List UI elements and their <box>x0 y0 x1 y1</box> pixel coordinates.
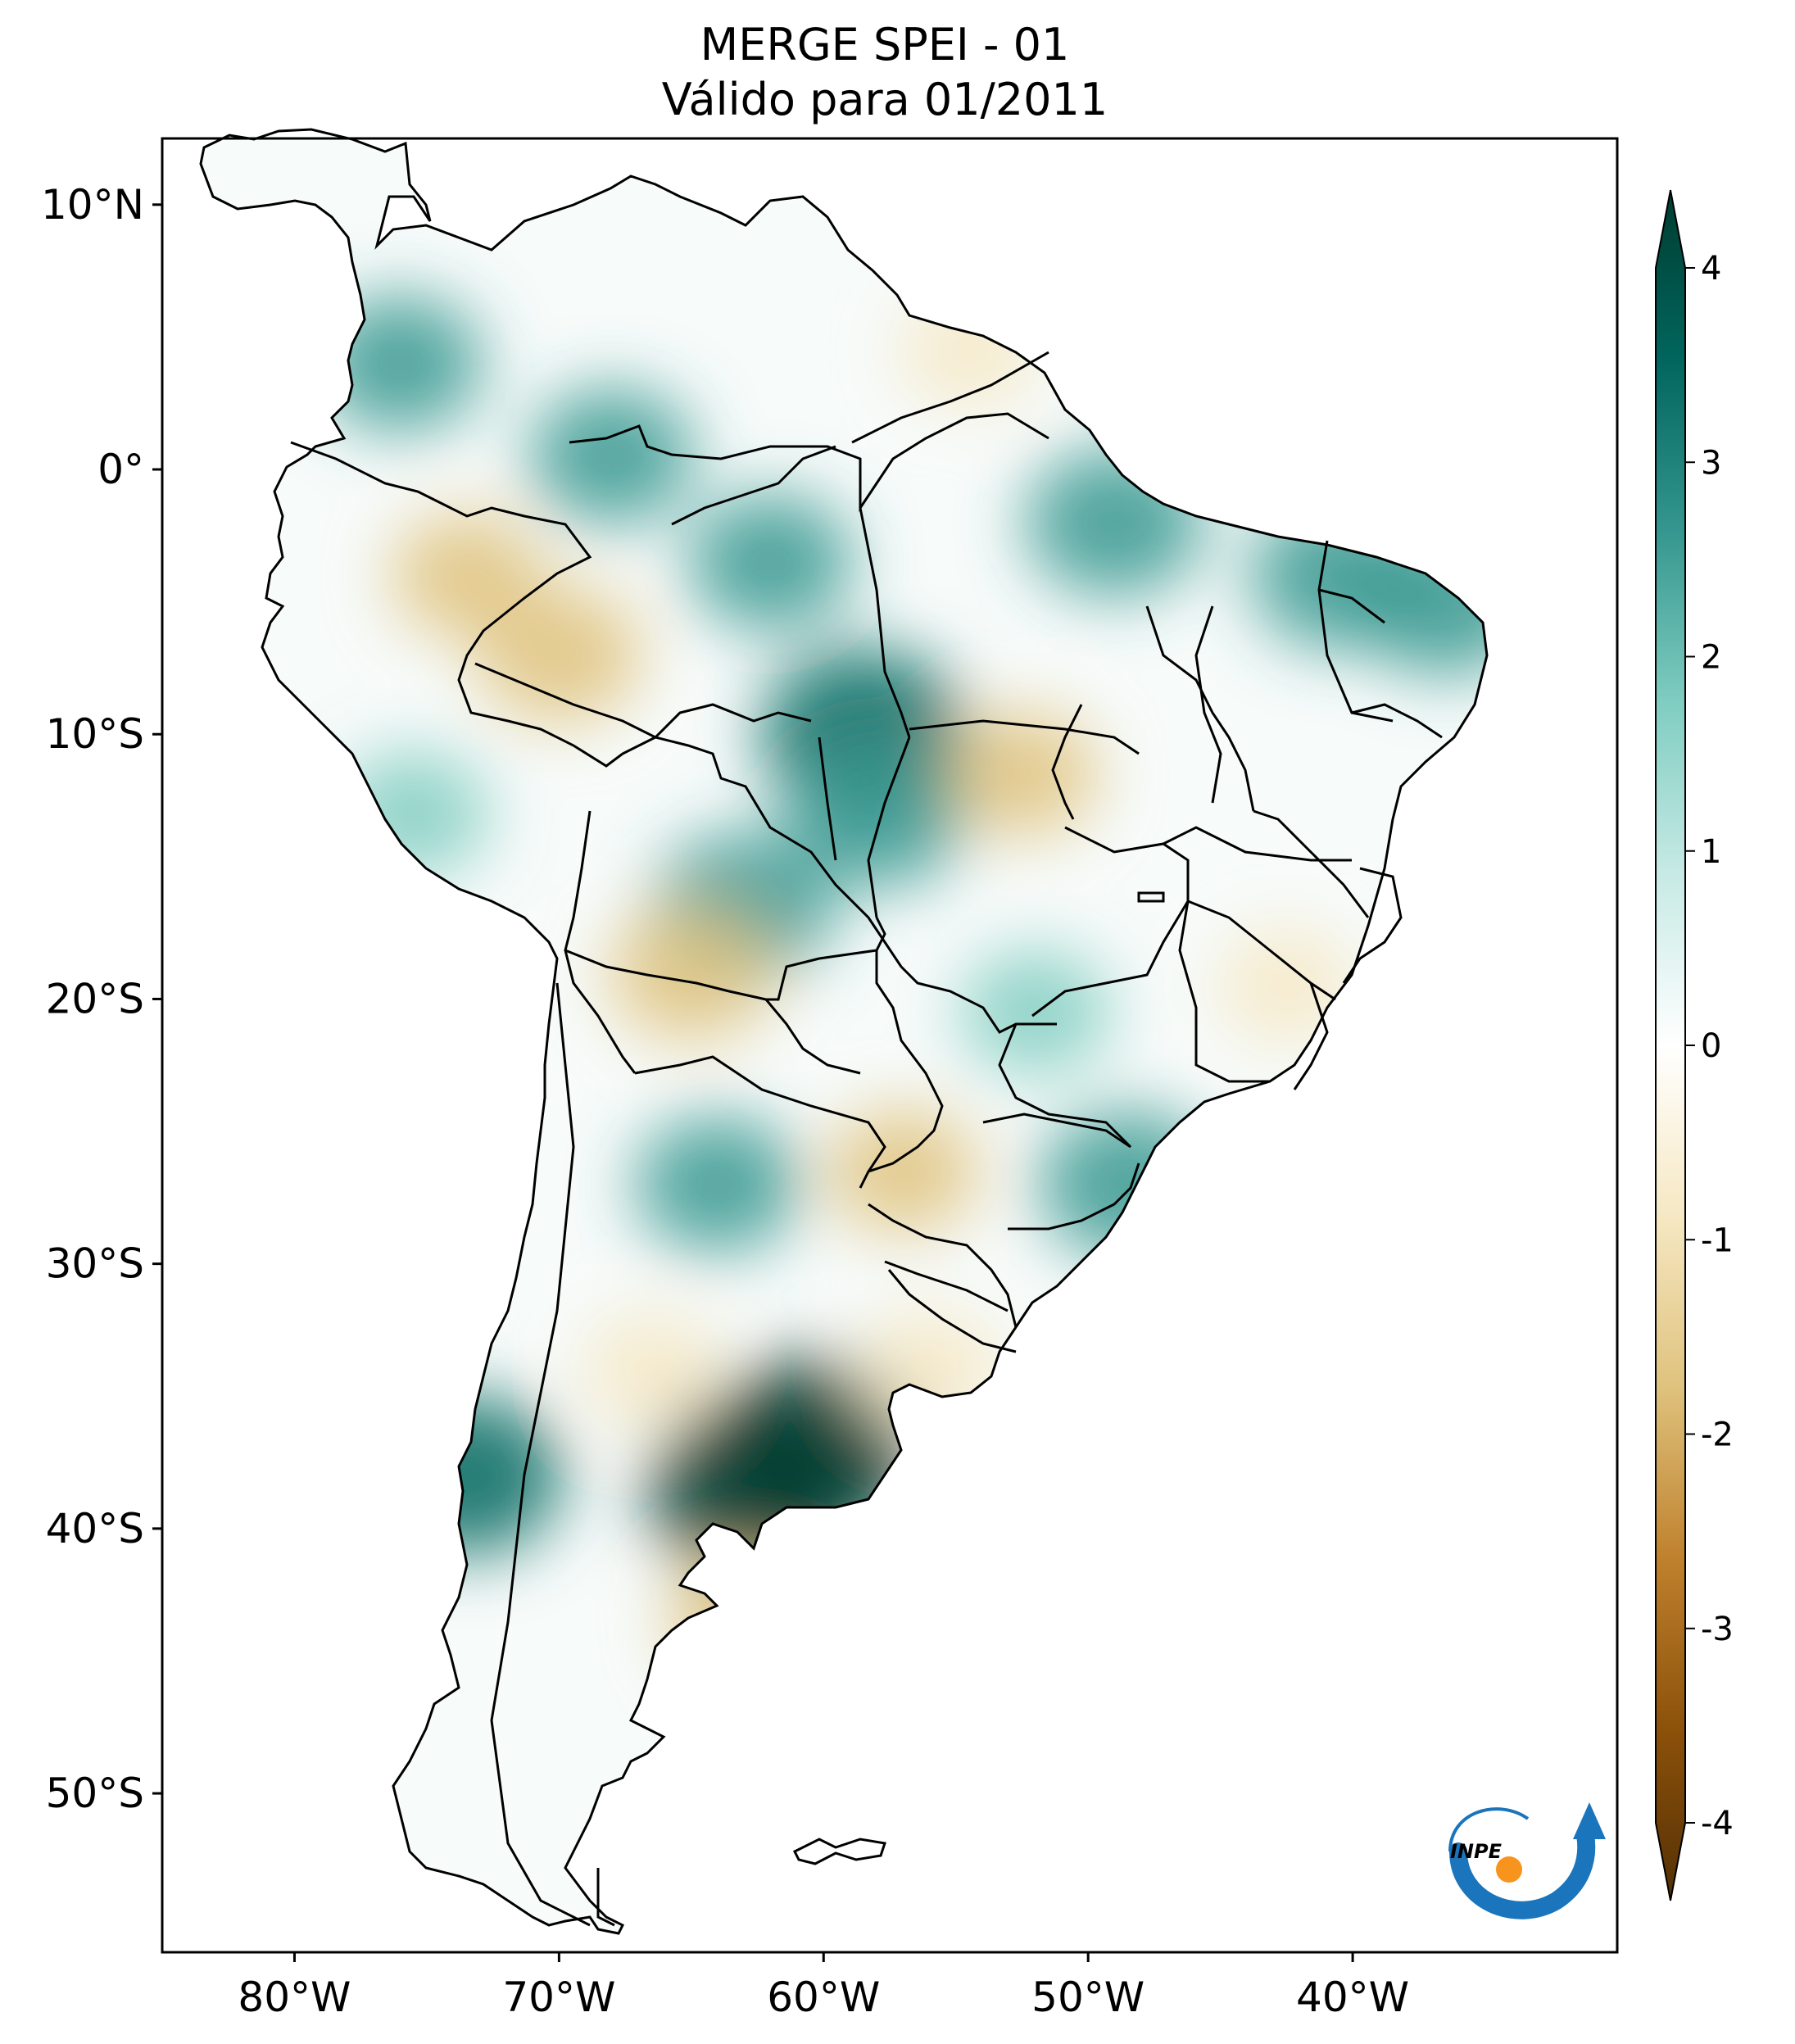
spei-anomaly-25 <box>583 1312 720 1426</box>
inpe-logo-orbit <box>1448 1807 1530 1852</box>
colorbar-tick-label: 0 <box>1701 1027 1721 1065</box>
spei-anomaly-16 <box>477 587 641 723</box>
lat-tick-label: 50°S <box>46 1770 144 1817</box>
spei-anomaly-21 <box>827 1108 978 1234</box>
colorbar: 4 3 2 1 0 -1 -2 -3 -4 <box>1655 189 1734 1901</box>
colorbar-tick-label: 1 <box>1701 833 1721 871</box>
lon-tick-label: 60°W <box>767 1974 880 2021</box>
lat-tick-label: 0° <box>97 446 144 493</box>
spei-anomaly-19 <box>947 711 1097 836</box>
inpe-logo-arrowhead <box>1573 1802 1606 1839</box>
spei-anomaly-12 <box>530 387 694 524</box>
map-title: MERGE SPEI - 01 Válido para 01/2011 <box>662 19 1108 125</box>
colorbar-tick-label: -2 <box>1701 1416 1734 1454</box>
spei-anomaly-1 <box>700 1357 920 1540</box>
spei-anomaly-14 <box>689 494 853 631</box>
title-line-1: MERGE SPEI - 01 <box>700 19 1070 70</box>
lat-tick-label: 10°N <box>41 181 144 229</box>
spei-anomaly-18 <box>610 904 773 1041</box>
colorbar-tick-label: -1 <box>1701 1221 1734 1259</box>
inpe-logo-text: INPE <box>1450 1840 1503 1863</box>
spei-anomaly-17 <box>392 513 542 638</box>
lon-tick-label: 80°W <box>238 1974 351 2021</box>
map-plot-area <box>161 128 1619 1954</box>
inpe-logo: INPE <box>1448 1802 1606 1919</box>
lat-tick-label: 10°S <box>46 710 144 758</box>
colorbar-body <box>1655 189 1686 1901</box>
lon-tick-label: 50°W <box>1031 1974 1145 2021</box>
lat-tick-label: 20°S <box>46 975 144 1022</box>
lon-tick-label: 40°W <box>1296 1974 1409 2021</box>
inpe-logo-arc <box>1449 1826 1596 1919</box>
spei-anomaly-4 <box>787 740 965 888</box>
colorbar-tick-label: -4 <box>1701 1805 1734 1842</box>
inpe-logo-dot <box>1496 1856 1522 1883</box>
lat-tick-label: 40°S <box>46 1505 144 1552</box>
country-state-borders <box>290 351 1443 1927</box>
longitude-axis: 80°W 70°W 60°W 50°W 40°W <box>238 1952 1409 2021</box>
colorbar-tick-label: 3 <box>1701 444 1721 482</box>
colorbar-tick-label: -3 <box>1701 1611 1734 1648</box>
plot-frame <box>161 137 1619 1954</box>
latitude-axis: 10°N 0° 10°S 20°S 30°S 40°S 50°S <box>41 181 162 1817</box>
falkland-islands <box>792 1838 886 1865</box>
colorbar-tick-label: 2 <box>1701 639 1721 677</box>
title-line-2: Válido para 01/2011 <box>662 74 1108 125</box>
colorbar-tick-label: 4 <box>1701 250 1721 288</box>
lon-tick-label: 70°W <box>502 1974 615 2021</box>
lat-tick-label: 30°S <box>46 1240 144 1288</box>
spei-anomaly-11 <box>636 1116 800 1253</box>
